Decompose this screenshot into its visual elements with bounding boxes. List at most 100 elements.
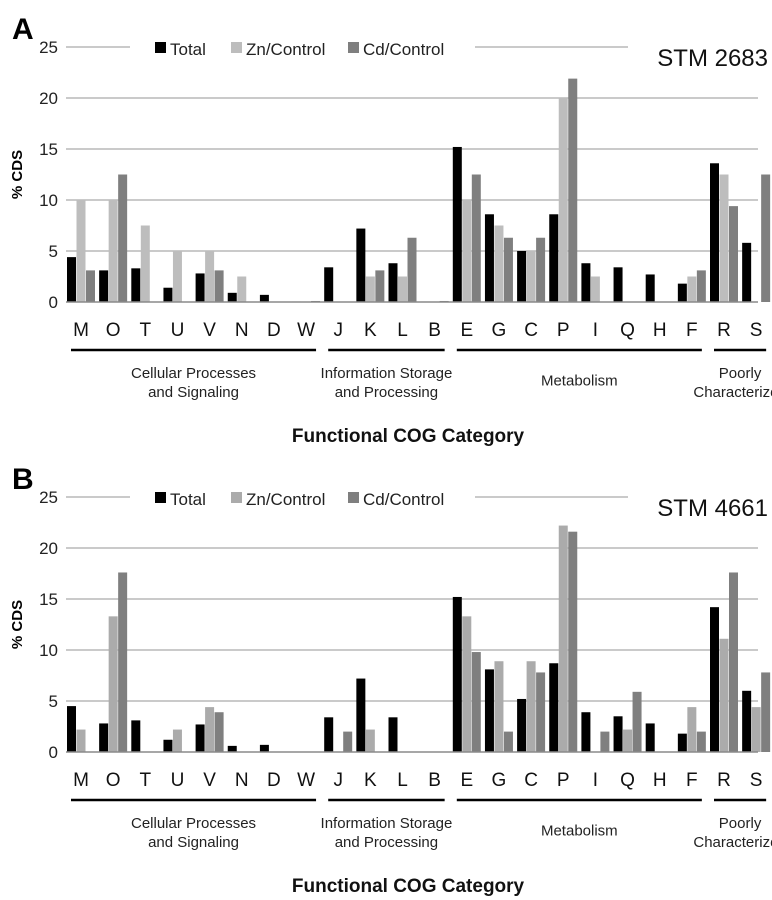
- legend-background: [130, 36, 475, 60]
- bar-cd-control-g: [503, 731, 513, 752]
- y-tick-label: 0: [49, 743, 58, 762]
- category-label-d: D: [267, 320, 281, 341]
- bar-total-i: [581, 712, 591, 752]
- bar-cd-control-s: [761, 672, 771, 752]
- y-tick-label: 20: [39, 89, 58, 108]
- bar-total-v: [195, 724, 205, 752]
- bar-zn-control-i: [590, 276, 600, 302]
- bar-zn-control-c: [526, 251, 536, 302]
- bar-total-j: [324, 717, 334, 752]
- bar-total-s: [742, 690, 752, 752]
- category-label-l: L: [397, 770, 408, 791]
- title-background: [628, 40, 768, 70]
- bar-cd-control-e: [471, 652, 481, 752]
- bar-cd-control-q: [632, 691, 642, 752]
- category-label-j: J: [333, 320, 343, 341]
- bar-zn-control-n: [237, 276, 247, 302]
- group-label-poorly-characterized-line-2: Characterized: [693, 834, 772, 851]
- y-tick-label: 10: [39, 191, 58, 210]
- bar-total-t: [131, 720, 141, 752]
- group-label-cellular-processes-and-signaling-line-2: and Signaling: [148, 384, 239, 401]
- group-label-cellular-processes-and-signaling-line-1: Cellular Processes: [131, 815, 256, 832]
- bar-cd-control-f: [696, 270, 706, 302]
- category-label-e: E: [460, 320, 473, 341]
- bar-zn-control-c: [526, 661, 536, 752]
- bar-zn-control-k: [365, 729, 375, 752]
- bar-zn-control-q: [623, 729, 633, 752]
- bar-zn-control-r: [719, 174, 729, 302]
- bar-zn-control-t: [140, 225, 150, 302]
- chart-b-svg: B 0 5 10 15 20 25 % CDS Total Zn/Control Cd/Contro…: [9, 463, 772, 897]
- bar-cd-control-o: [118, 174, 128, 302]
- bar-total-l: [388, 717, 398, 752]
- group-label-poorly-characterized-line-1: Poorly: [719, 365, 762, 382]
- bar-zn-control-p: [558, 525, 568, 752]
- bar-total-g: [484, 669, 494, 752]
- group-label-poorly-characterized-line-2: Characterized: [693, 384, 772, 401]
- category-label-o: O: [106, 770, 121, 791]
- bar-total-p: [549, 214, 559, 302]
- bar-zn-control-p: [558, 98, 568, 302]
- bar-total-g: [484, 214, 494, 302]
- category-label-q: Q: [620, 320, 635, 341]
- bar-total-k: [356, 678, 366, 752]
- category-label-h: H: [653, 770, 667, 791]
- legend-swatch-total: [155, 492, 166, 503]
- chart-title: STM 4661: [657, 495, 768, 522]
- category-label-l: L: [397, 320, 408, 341]
- legend-swatch-zn-control: [231, 492, 242, 503]
- bar-total-r: [710, 607, 719, 752]
- legend-label-total: Total: [170, 40, 206, 59]
- bar-total-p: [549, 663, 559, 752]
- bar-total-m: [67, 706, 76, 752]
- bar-cd-control-i: [600, 731, 610, 752]
- category-label-r: R: [717, 320, 731, 341]
- group-label-information-storage-and-processing-line-1: Information Storage: [321, 365, 453, 382]
- bar-total-e: [452, 596, 462, 752]
- group-label-metabolism-line-1: Metabolism: [541, 823, 618, 840]
- bar-total-h: [645, 274, 655, 302]
- category-label-w: W: [297, 320, 315, 341]
- bar-zn-control-o: [108, 200, 118, 302]
- category-label-o: O: [106, 320, 121, 341]
- category-label-r: R: [717, 770, 731, 791]
- bar-total-d: [259, 744, 269, 752]
- x-axis-label: Functional COG Category: [292, 876, 525, 897]
- category-label-d: D: [267, 770, 281, 791]
- bar-total-k: [356, 228, 366, 302]
- bar-total-r: [710, 163, 719, 302]
- y-tick-label: 25: [39, 488, 58, 507]
- bar-total-l: [388, 263, 398, 302]
- category-label-s: S: [750, 320, 763, 341]
- category-label-n: N: [235, 320, 249, 341]
- category-label-q: Q: [620, 770, 635, 791]
- group-label-cellular-processes-and-signaling-line-1: Cellular Processes: [131, 365, 256, 382]
- chart-title: STM 2683: [657, 45, 768, 72]
- y-tick-label: 15: [39, 140, 58, 159]
- bar-cd-control-v: [214, 270, 224, 302]
- bar-zn-control-v: [205, 251, 215, 302]
- category-label-c: C: [524, 770, 538, 791]
- category-label-h: H: [653, 320, 667, 341]
- y-axis-label: % CDS: [9, 600, 26, 649]
- bar-total-h: [645, 723, 655, 752]
- category-label-m: M: [73, 320, 89, 341]
- bar-zn-control-e: [462, 616, 472, 752]
- category-label-b: B: [428, 770, 441, 791]
- group-label-metabolism-line-1: Metabolism: [541, 373, 618, 390]
- bar-total-f: [677, 733, 687, 752]
- bar-cd-control-l: [407, 237, 417, 302]
- panel-letter: A: [12, 13, 34, 46]
- bar-cd-control-p: [568, 531, 578, 752]
- bar-zn-control-g: [494, 225, 504, 302]
- bar-zn-control-k: [365, 276, 375, 302]
- group-label-information-storage-and-processing-line-2: and Processing: [335, 384, 438, 401]
- bar-cd-control-v: [214, 712, 224, 752]
- category-label-m: M: [73, 770, 89, 791]
- group-label-information-storage-and-processing-line-2: and Processing: [335, 834, 438, 851]
- legend-label-cd-control: Cd/Control: [363, 490, 444, 509]
- y-tick-label: 25: [39, 38, 58, 57]
- legend-label-zn-control: Zn/Control: [246, 40, 325, 59]
- category-label-k: K: [364, 770, 377, 791]
- bar-zn-control-l: [398, 276, 407, 302]
